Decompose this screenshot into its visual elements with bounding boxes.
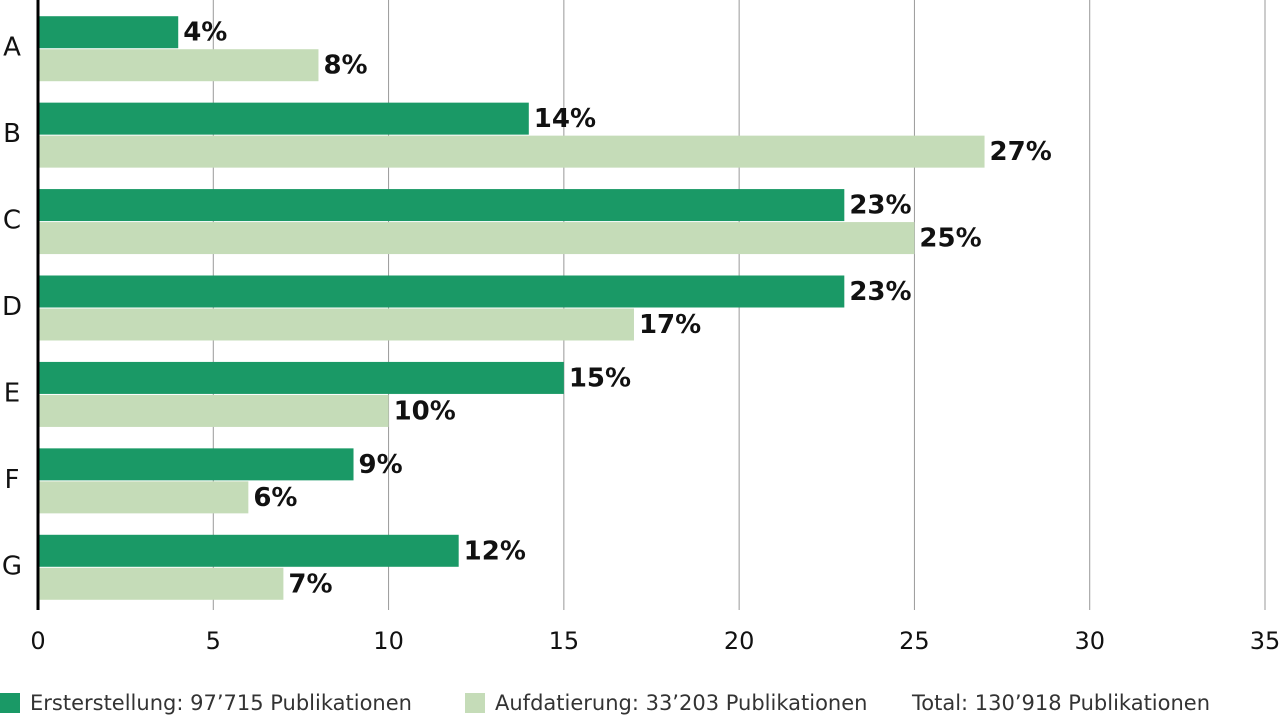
bar	[38, 481, 249, 514]
y-tick-label: G	[2, 551, 22, 581]
value-label: 8%	[323, 51, 367, 81]
y-tick-label: F	[5, 465, 20, 495]
y-tick-label: C	[3, 206, 21, 236]
bar	[38, 135, 985, 168]
y-tick-label: E	[4, 378, 20, 408]
value-label: 23%	[849, 191, 911, 221]
x-tick-label: 15	[549, 627, 580, 655]
x-tick-label: 25	[899, 627, 930, 655]
x-tick-label: 0	[30, 627, 45, 655]
value-label: 7%	[288, 569, 332, 599]
y-tick-label: D	[2, 292, 22, 322]
x-tick-label: 5	[206, 627, 221, 655]
x-tick-label: 10	[373, 627, 404, 655]
bar	[38, 534, 459, 567]
bar	[38, 16, 179, 49]
x-tick-label: 35	[1250, 627, 1280, 655]
value-label: 17%	[639, 310, 701, 340]
bar	[38, 102, 529, 135]
bar	[38, 394, 389, 427]
bar	[38, 308, 634, 341]
bar	[38, 361, 564, 394]
legend-swatch	[0, 693, 20, 713]
legend-label: Ersterstellung: 97’715 Publikationen	[30, 691, 412, 715]
value-label: 4%	[183, 18, 227, 48]
x-tick-label: 20	[724, 627, 755, 655]
total-annotation: Total: 130’918 Publikationen	[911, 691, 1210, 715]
bar	[38, 567, 284, 600]
value-label: 6%	[253, 483, 297, 513]
y-tick-label: A	[3, 33, 21, 63]
value-label: 14%	[534, 104, 596, 134]
bar	[38, 189, 845, 222]
bar	[38, 448, 354, 481]
value-label: 10%	[394, 396, 456, 426]
value-label: 27%	[990, 137, 1052, 167]
y-tick-label: B	[3, 119, 21, 149]
x-tick-label: 30	[1074, 627, 1105, 655]
bar	[38, 222, 915, 255]
legend-swatch	[465, 693, 485, 713]
value-label: 23%	[849, 277, 911, 307]
value-label: 9%	[359, 450, 403, 480]
value-label: 12%	[464, 536, 526, 566]
bar	[38, 49, 319, 82]
value-label: 25%	[919, 224, 981, 254]
value-label: 15%	[569, 363, 631, 393]
legend-label: Aufdatierung: 33’203 Publikationen	[495, 691, 867, 715]
bar	[38, 275, 845, 308]
